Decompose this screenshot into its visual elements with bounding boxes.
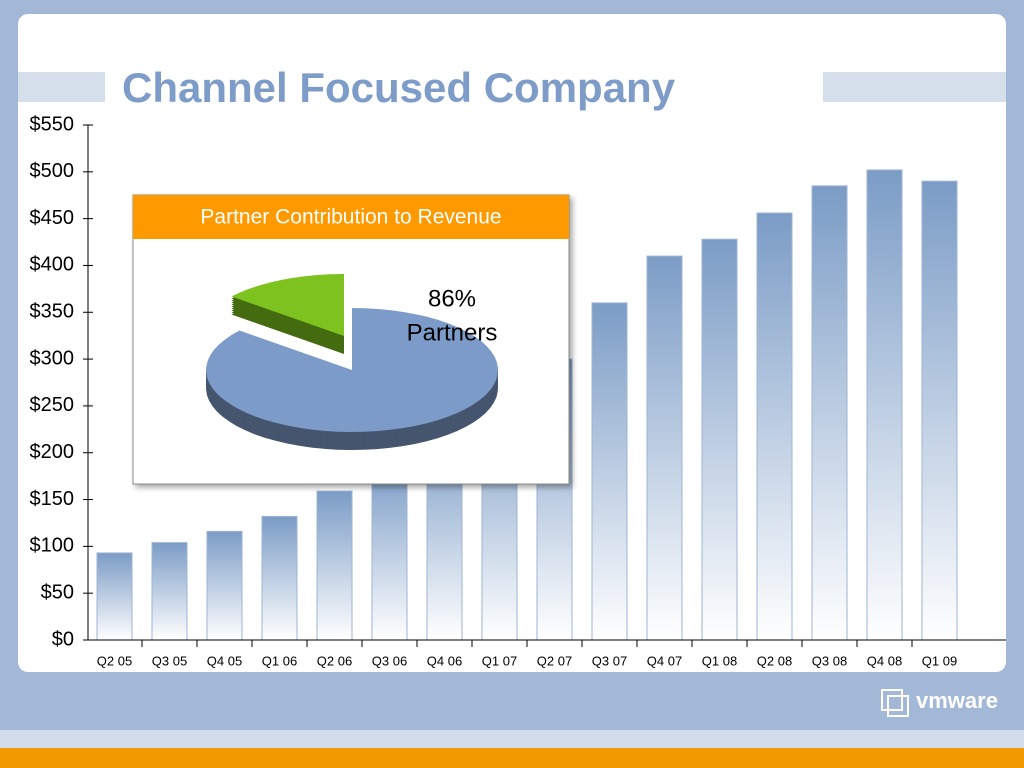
inset-title: Partner Contribution to Revenue (200, 206, 501, 229)
title-bar-left (18, 72, 105, 102)
x-tick-label: Q3 05 (152, 653, 187, 668)
bar (316, 490, 353, 641)
x-tick-label: Q3 06 (372, 653, 407, 668)
pie-slice (206, 308, 498, 432)
x-tick-label: Q1 07 (482, 653, 517, 668)
x-tick-label: Q4 05 (207, 653, 242, 668)
x-tick-label: Q3 07 (592, 653, 627, 668)
bar (261, 515, 298, 641)
y-tick-label: $550 (30, 113, 75, 135)
logo-text: vmware (916, 688, 998, 713)
y-tick-label: $50 (41, 581, 74, 603)
logo-icon (881, 689, 903, 711)
y-tick-label: $400 (30, 254, 75, 276)
x-tick-label: Q2 07 (537, 653, 572, 668)
bar (371, 465, 408, 641)
bar (96, 552, 133, 641)
footer-band (0, 730, 1024, 748)
pie-inset: Partner Contribution to Revenue 86% Partn… (132, 194, 570, 485)
x-tick-label: Q3 08 (812, 653, 847, 668)
x-tick-label: Q1 06 (262, 653, 297, 668)
y-tick-label: $450 (30, 207, 75, 229)
footer-orange (0, 748, 1024, 768)
bar (206, 530, 243, 641)
bar (646, 255, 683, 641)
logo: vmware (881, 688, 998, 717)
bar (866, 169, 903, 641)
pie-category-label: Partners (407, 319, 498, 346)
x-tick-label: Q1 08 (702, 653, 737, 668)
y-tick-label: $200 (30, 441, 75, 463)
y-tick-label: $250 (30, 394, 75, 416)
x-tick-label: Q1 09 (922, 653, 957, 668)
slide-title: Channel Focused Company (122, 64, 676, 111)
bar (811, 185, 848, 641)
pie-slice (231, 274, 344, 336)
y-tick-label: $0 (52, 628, 74, 650)
y-tick-label: $300 (30, 347, 75, 369)
bar-chart: Q2 05 Q3 05 Q4 05 Q1 06 Q2 06 Q3 06 Q4 06 Q1 07… (30, 113, 1006, 668)
pie-value-label: 86% (428, 285, 476, 312)
logo-icon (887, 695, 909, 717)
x-tick-label: Q2 06 (317, 653, 352, 668)
y-tick-label: $350 (30, 301, 75, 323)
x-tick-label: Q4 06 (427, 653, 462, 668)
x-tick-label: Q2 08 (757, 653, 792, 668)
x-tick-label: Q4 08 (867, 653, 902, 668)
y-tick-label: $500 (30, 160, 75, 182)
bar (591, 302, 628, 641)
y-tick-label: $100 (30, 535, 75, 557)
bar (921, 180, 958, 641)
bar (151, 542, 188, 641)
title-bar-right (823, 72, 1006, 102)
bar (701, 238, 738, 641)
inset-header (133, 195, 569, 239)
y-tick-label: $150 (30, 488, 75, 510)
x-tick-label: Q4 07 (647, 653, 682, 668)
bar (756, 212, 793, 641)
x-tick-label: Q2 05 (97, 653, 132, 668)
